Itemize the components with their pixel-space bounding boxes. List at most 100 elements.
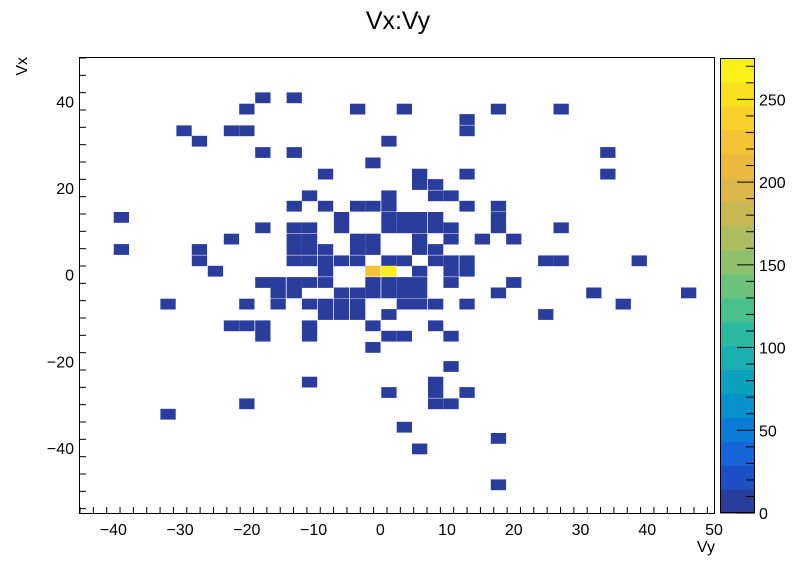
heatmap-cell [317,265,334,277]
heatmap-cell [301,233,318,245]
colorbar-segment [720,345,755,370]
heatmap-cell [396,222,412,234]
heatmap-cell [443,398,459,410]
heatmap-cell [333,212,350,223]
heatmap-cell [412,179,428,190]
heatmap-cell [443,233,459,245]
heatmap-cell [553,103,569,115]
heatmap-cell [490,222,507,234]
heatmap-cell [317,255,334,267]
heatmap-cell [270,277,286,288]
heatmap-cell [286,147,302,158]
heatmap-cell [396,103,412,115]
heatmap-cell [365,342,381,353]
y-axis: −40 −20 0 20 40 [47,57,86,510]
heatmap-cell [396,330,412,342]
heatmap-cell [443,255,459,267]
heatmap-cell [365,233,381,245]
heatmap-cell [381,330,397,342]
x-axis: −40 −30 −20 −10 0 10 20 30 40 50 [79,507,723,539]
heatmap-cell [381,190,397,202]
heatmap-cell [459,255,475,267]
heatmap-cell [428,376,444,388]
heatmap-cell [333,222,350,234]
x-axis-title: Vy [697,539,715,556]
colorbar: 0 50 100 150 200 250 [720,58,786,523]
heatmap-cell [412,222,428,234]
colorbar-segment [720,321,755,346]
heatmap-cell [615,298,631,310]
heatmap-cell [333,309,350,320]
heatmap-cell [396,255,412,267]
heatmap-cell [396,212,412,223]
heatmap-cell [301,320,318,332]
heatmap-cell [286,244,302,255]
heatmap-cell [301,277,318,288]
heatmap-cell [286,233,302,245]
heatmap-cell [631,255,647,267]
heatmap-cell [538,309,554,320]
x-tick-label: 10 [438,522,456,539]
heatmap-cell [381,135,397,147]
colorbar-tick-label: 0 [759,506,768,523]
heatmap-cell [459,125,475,137]
x-tick-label: −10 [300,522,327,539]
heatmap-cell [239,103,255,115]
heatmap-cell [317,277,334,288]
heatmap-cell [428,298,444,310]
colorbar-segment [720,129,755,155]
y-tick-label: 0 [65,268,74,285]
colorbar-segment [720,465,755,490]
heatmap-cell [255,92,271,104]
heatmap-cell [350,309,366,320]
heatmap-cell [286,287,302,299]
heatmap-cell [270,298,286,310]
x-tick-label: 0 [376,522,385,539]
heatmap-cell [381,387,397,398]
heatmap-cell [396,287,412,299]
heatmap-cell [365,277,381,288]
heatmap-cell [286,222,302,234]
heatmap-cell [396,298,412,310]
colorbar-segment [720,105,755,131]
x-tick-label: −40 [100,522,127,539]
colorbar-segment [720,489,755,514]
heatmap-cell [428,179,444,190]
heatmap-cell [381,212,397,223]
heatmap-cell [490,287,507,299]
y-tick-label: −20 [47,354,74,371]
heatmap-cell [428,222,444,234]
heatmap-cell [365,287,381,299]
x-tick-label: 30 [572,522,590,539]
heatmap-cell [176,125,192,137]
heatmap-cell [239,298,255,310]
colorbar-segment [720,58,755,83]
heatmap-cell [160,408,176,420]
heatmap-cell [459,265,475,277]
heatmap-cell [301,190,318,202]
heatmap-cell [381,287,397,299]
heatmap-cell [286,277,302,288]
heatmap-cell [333,287,350,299]
colorbar-segment [720,441,755,466]
heatmap-cell [223,320,240,332]
heatmap-cell [301,298,318,310]
colorbar-segment [720,153,755,179]
colorbar-tick-label: 100 [759,341,786,358]
heatmap-cell [443,330,459,342]
heatmap-cell [459,387,475,398]
colorbar-segment [720,273,755,299]
heatmap-cell [301,255,318,267]
heatmap-cell [443,222,459,234]
heatmap-cell [490,200,507,212]
heatmap-cell [113,212,129,223]
heatmap-cell [350,200,366,212]
heatmap-cell [223,233,240,245]
heatmap-cell [365,320,381,332]
heatmap-cell [428,387,444,398]
heatmap-cell [412,212,428,223]
heatmap-cell [381,309,397,320]
heatmap-cell [428,398,444,410]
heatmap-cell [301,222,318,234]
